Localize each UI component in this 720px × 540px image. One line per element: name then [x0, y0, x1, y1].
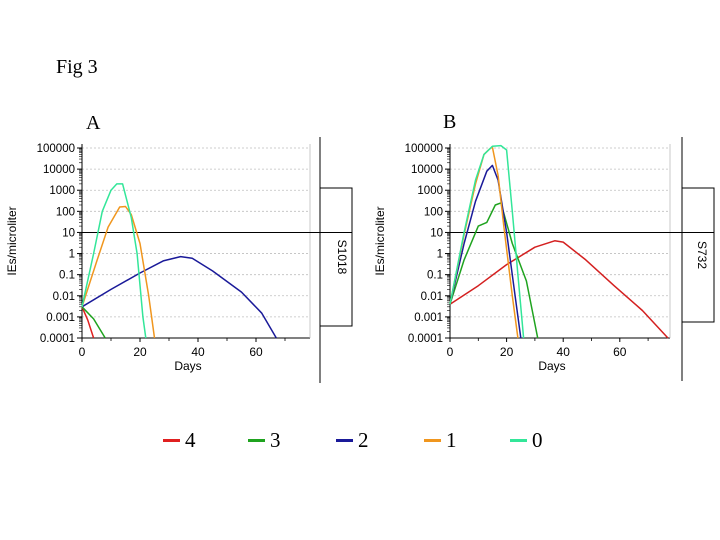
y-tick-label: 1000	[49, 185, 75, 197]
panel-a-label: A	[86, 112, 101, 134]
legend-swatch-4	[163, 438, 180, 442]
legend-swatch-3	[248, 438, 265, 442]
x-tick-label: 0	[447, 345, 454, 359]
y-tick-label: 0.001	[46, 312, 75, 324]
panel-b-chart: 100000 10000 1000 100 10 1 0.1 0.01 0.001 0.0001 0…	[373, 137, 715, 381]
figure-title: Fig 3	[56, 56, 98, 78]
x-tick-label: 60	[613, 345, 627, 359]
series-line-1	[81, 205, 156, 339]
legend-label-1: 1	[446, 427, 457, 452]
y-tick-label: 100000	[37, 143, 75, 155]
legend-label-0: 0	[532, 427, 543, 452]
y-tick-label: 1	[69, 249, 75, 261]
y-tick-label: 1	[437, 249, 443, 261]
x-tick-label: 60	[249, 345, 263, 359]
y-tick-label: 10	[62, 227, 75, 239]
legend-swatch-1	[424, 438, 441, 442]
side-label-box	[319, 187, 353, 327]
y-tick-label: 10000	[43, 164, 75, 176]
legend-item-4: 4	[163, 428, 196, 452]
y-tick-label: 10000	[411, 164, 443, 176]
legend-item-3: 3	[248, 428, 281, 452]
series-line-4	[449, 240, 669, 339]
y-tick-label: 0.0001	[40, 333, 75, 345]
x-tick-label: 20	[500, 345, 514, 359]
x-tick-label: 20	[133, 345, 147, 359]
y-axis-label: IEs/microliter	[5, 206, 19, 275]
x-tick-label: 40	[191, 345, 205, 359]
y-tick-label: 0.01	[53, 291, 75, 303]
series-line-4	[81, 306, 95, 339]
series-line-2	[81, 255, 277, 339]
y-axis-label: IEs/microliter	[373, 206, 387, 275]
side-label-box	[681, 187, 715, 323]
legend-label-2: 2	[358, 427, 369, 452]
y-tick-label: 0.01	[421, 291, 443, 303]
legend-label-4: 4	[185, 427, 196, 452]
x-axis-label: Days	[174, 359, 201, 373]
series-line-2	[449, 164, 522, 339]
series-line-0	[449, 144, 525, 339]
legend-item-1: 1	[424, 428, 457, 452]
y-tick-label: 1000	[417, 185, 443, 197]
series-line-3	[81, 306, 106, 339]
series-line-0	[81, 183, 147, 339]
legend-item-2: 2	[336, 428, 369, 452]
y-tick-label: 100	[424, 206, 443, 218]
y-tick-label: 100	[56, 206, 75, 218]
panel-b-label: B	[443, 111, 457, 133]
series-line-3	[449, 202, 539, 339]
side-label: S1018	[335, 240, 349, 275]
x-axis-label: Days	[538, 359, 565, 373]
y-tick-label: 0.001	[414, 312, 443, 324]
x-tick-label: 0	[79, 345, 86, 359]
y-tick-label: 10	[430, 227, 443, 239]
y-tick-label: 100000	[405, 143, 443, 155]
legend-swatch-0	[510, 438, 527, 442]
panel-a-chart: 100000 10000 1000 100 10 1 0.1 0.01 0.001 0.0001 0…	[5, 137, 353, 383]
x-tick-label: 40	[557, 345, 571, 359]
y-tick-label: 0.0001	[408, 333, 443, 345]
legend-label-3: 3	[270, 427, 281, 452]
y-tick-label: 0.1	[427, 270, 443, 282]
legend-swatch-2	[336, 438, 353, 442]
side-label: S732	[695, 241, 709, 269]
legend-item-0: 0	[510, 428, 543, 452]
y-tick-label: 0.1	[59, 270, 75, 282]
